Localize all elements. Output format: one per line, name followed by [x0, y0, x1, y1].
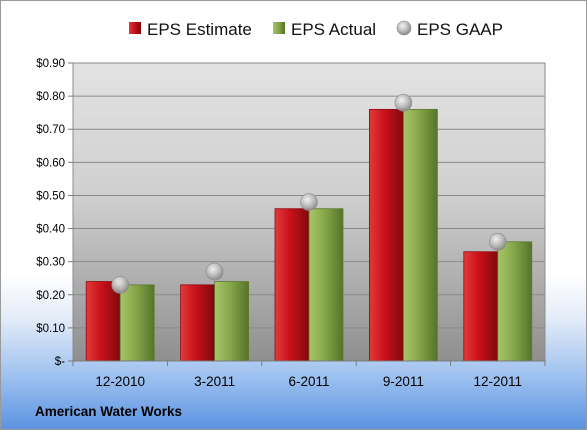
x-tick-label: 12-2011 — [474, 374, 523, 389]
y-tick-label: $- — [55, 356, 65, 368]
eps-gaap-marker — [300, 193, 318, 211]
y-tick-label: $0.60 — [36, 157, 65, 169]
x-axis-ticks: 12-2010 3-2011 6-2011 9-2011 12-2011 — [72, 361, 546, 389]
y-tick-label: $0.90 — [36, 58, 65, 70]
y-tick-label: $0.10 — [36, 323, 65, 335]
eps-gaap-marker — [488, 233, 507, 251]
bars-group — [85, 108, 533, 362]
bar-eps-actual — [119, 284, 155, 362]
legend-label-estimate: EPS Estimate — [147, 20, 252, 39]
x-tick-label: 12-2010 — [95, 374, 145, 389]
bar-eps-estimate — [180, 284, 216, 362]
y-tick-label: $0.20 — [36, 290, 65, 302]
bar-eps-estimate — [274, 208, 310, 362]
chart-caption: American Water Works — [35, 404, 182, 419]
legend-swatch-gaap — [396, 20, 412, 36]
legend-swatch-actual — [273, 22, 285, 34]
y-tick-label: $0.70 — [36, 124, 65, 136]
legend: EPS Estimate EPS Actual EPS GAAP — [129, 20, 503, 39]
bar-eps-estimate — [85, 281, 121, 362]
y-tick-label: $0.80 — [36, 91, 65, 103]
x-tick-label: 3-2011 — [194, 374, 235, 389]
bar-eps-actual — [308, 208, 344, 362]
y-tick-label: $0.50 — [36, 190, 65, 202]
x-tick-label: 6-2011 — [288, 374, 329, 389]
eps-gaap-marker — [111, 276, 129, 294]
y-axis-ticks: $- $0.10 $0.20 $0.30 $0.40 $0.50 $0.60 $0.70 $0.… — [36, 58, 73, 368]
bar-eps-actual — [214, 281, 250, 362]
bar-eps-estimate — [368, 108, 404, 362]
legend-label-gaap: EPS GAAP — [417, 20, 503, 39]
eps-gaap-marker — [205, 262, 224, 281]
bar-eps-estimate — [463, 251, 499, 362]
gaap-markers — [111, 93, 507, 294]
bar-eps-actual — [402, 108, 438, 362]
x-tick-label: 9-2011 — [383, 374, 424, 389]
bar-eps-actual — [497, 241, 533, 362]
eps-gaap-marker — [394, 93, 413, 112]
legend-label-actual: EPS Actual — [291, 20, 376, 39]
y-tick-label: $0.40 — [36, 224, 65, 236]
y-tick-label: $0.30 — [36, 257, 65, 269]
legend-swatch-estimate — [129, 22, 141, 34]
